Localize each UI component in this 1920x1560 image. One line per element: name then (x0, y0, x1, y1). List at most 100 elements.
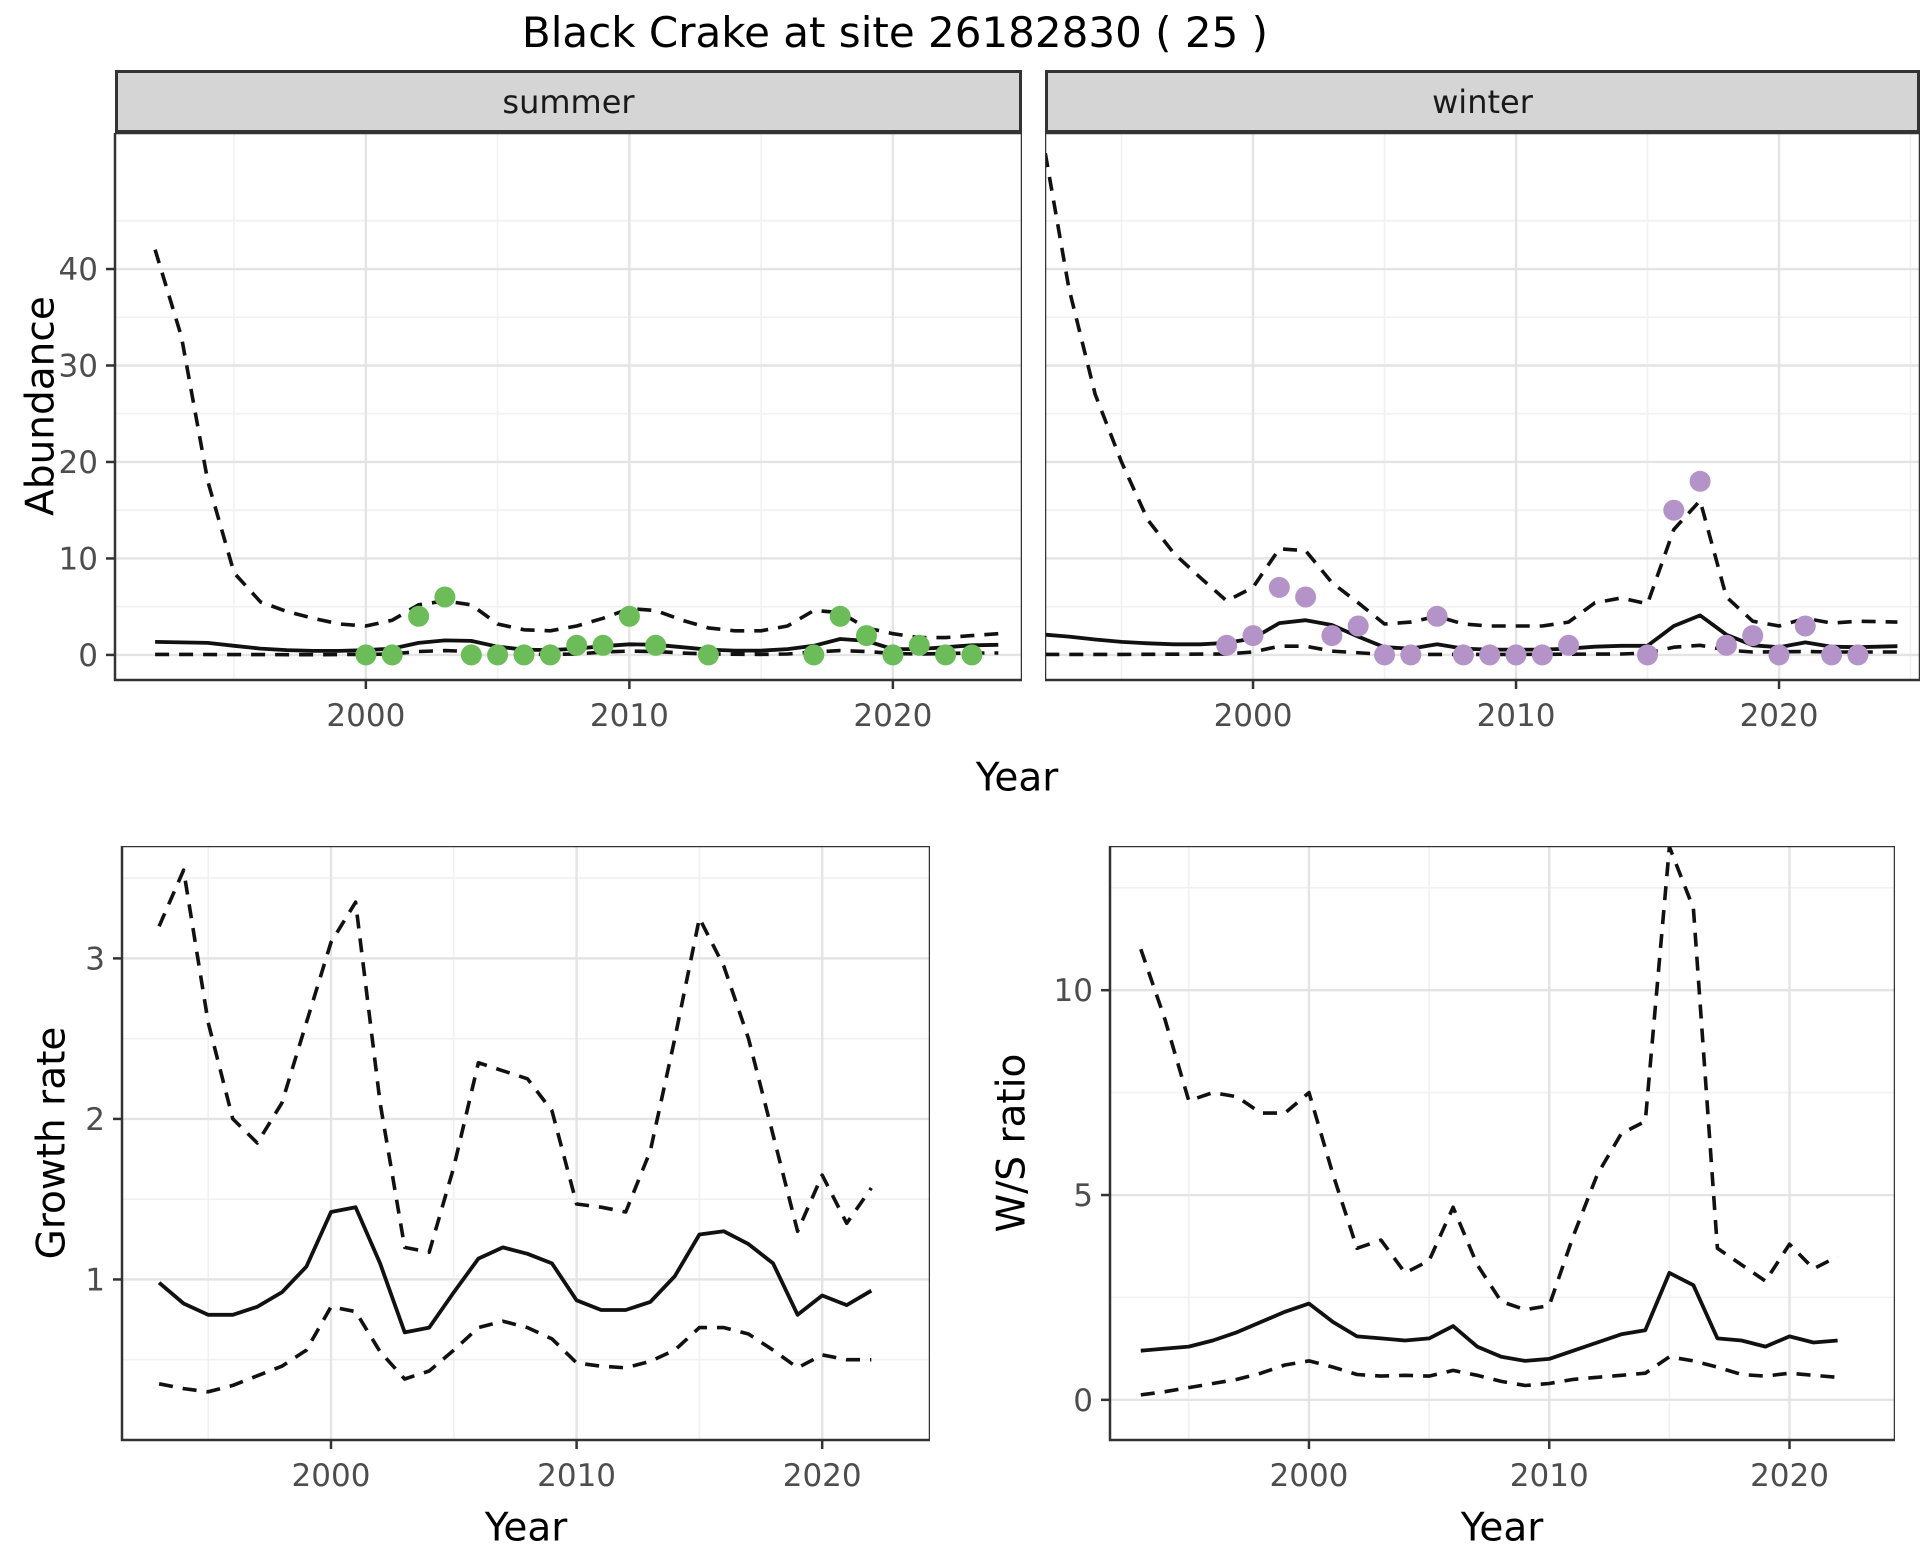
upper-ci-line (157, 868, 873, 1255)
mean-line (1140, 1270, 1838, 1363)
panel-background (1110, 846, 1895, 1440)
axis-tick-label: 30 (59, 348, 98, 384)
observation-point (487, 644, 509, 666)
lower-ci-line (158, 1304, 872, 1394)
axis-tick-label: 0 (78, 638, 98, 674)
axis-tick-label: 3 (85, 941, 105, 977)
growth-rate-plot: 2000 2010 2020 1 2 3 (85, 846, 930, 1494)
axis-tick-label: 2010 (1477, 698, 1556, 734)
upper-ci-line (1045, 152, 1898, 628)
axis-tick-label: 5 (1073, 1178, 1093, 1214)
axis-tick-label: 2000 (326, 698, 405, 734)
abundance-summer-plot: 2000 2010 2020 0 10 20 30 40 (59, 133, 1022, 734)
series-layer (1139, 846, 1839, 1397)
axis-tick-label: 2 (85, 1102, 105, 1138)
observation-point (882, 644, 904, 666)
observation-point (1847, 644, 1869, 666)
observation-point (1768, 644, 1790, 666)
observation-point (1426, 605, 1448, 627)
series-layer (157, 868, 873, 1394)
observation-point (566, 634, 588, 656)
observation-point (1321, 625, 1343, 647)
axis-tick-label: 2000 (1270, 1458, 1349, 1494)
axis-tick-label: 2020 (783, 1458, 862, 1494)
observation-point (539, 644, 561, 666)
observation-point (1374, 644, 1395, 666)
axis-tick-label: 0 (1073, 1383, 1093, 1419)
x-axis-title-year-top: Year (975, 755, 1059, 801)
axis-ticks: 2000 2010 2020 0 5 10 (1054, 973, 1829, 1494)
axis-tick-label: 2010 (1510, 1458, 1589, 1494)
observation-point (618, 605, 640, 627)
observation-point (1531, 644, 1553, 666)
observation-point (1479, 644, 1501, 666)
grid-minor (122, 846, 930, 1440)
series-layer (1045, 152, 1898, 666)
observation-point (408, 605, 430, 627)
series-layer (153, 249, 999, 666)
panel-border (120, 846, 930, 1442)
x-axis-title-year-growth: Year (484, 1505, 568, 1551)
observation-point (592, 634, 614, 656)
observation-point (1689, 470, 1711, 492)
axis-tick-label: 2010 (537, 1458, 616, 1494)
x-axis-title-year-ws: Year (1460, 1505, 1544, 1551)
panel-border (113, 133, 1022, 682)
axis-ticks: 2000 2010 2020 1 2 3 (85, 941, 861, 1494)
axis-tick-label: 10 (59, 541, 98, 577)
observation-point (645, 634, 667, 656)
axis-tick-label: 1 (85, 1262, 105, 1298)
observation-point (1505, 644, 1527, 666)
axis-tick-label: 2020 (1740, 698, 1819, 734)
panel-background (122, 846, 930, 1440)
observation-point (381, 644, 403, 666)
axis-ticks: 2000 2010 2020 (1214, 680, 1819, 734)
facet-strip-summer: summer (115, 70, 1022, 133)
panel-background (1045, 133, 1920, 680)
observation-point (1268, 576, 1290, 598)
observation-point (1558, 634, 1580, 656)
axis-tick-label: 20 (59, 445, 98, 481)
axis-tick-label: 2020 (853, 698, 932, 734)
observation-point (1452, 644, 1474, 666)
grid-minor (1045, 133, 1920, 680)
observation-point (1637, 644, 1658, 666)
page-title: Black Crake at site 26182830 ( 25 ) (521, 8, 1269, 57)
upper-ci-line (1139, 846, 1839, 1312)
observation-point (1742, 625, 1764, 647)
grid-major (122, 846, 930, 1440)
panel-border (1108, 846, 1895, 1442)
observation-point (697, 644, 719, 666)
observation-point (1216, 634, 1238, 656)
grid-major (1110, 846, 1895, 1440)
axis-tick-label: 2000 (1214, 698, 1293, 734)
axis-tick-label: 40 (59, 252, 98, 288)
mean-line (157, 1205, 873, 1335)
observation-point (460, 644, 482, 666)
grid-minor (115, 133, 1022, 680)
axis-tick-label: 2010 (590, 698, 669, 734)
observation-point (1400, 644, 1422, 666)
observation-point (829, 605, 851, 627)
panel-background (115, 133, 1022, 680)
facet-strip-winter-label: winter (1432, 82, 1533, 121)
lower-ci-line (1045, 643, 1898, 657)
abundance-winter-plot: 2000 2010 2020 (1045, 133, 1920, 734)
observation-point (1347, 615, 1369, 637)
upper-ci-line (153, 249, 999, 640)
observation-point (1794, 615, 1816, 637)
observation-point (513, 644, 535, 666)
observation-point (961, 644, 983, 666)
facet-strip-summer-label: summer (502, 82, 635, 121)
ws-ratio-plot: 2000 2010 2020 0 5 10 (1054, 846, 1895, 1494)
observation-point (856, 625, 877, 647)
observation-point (1821, 644, 1843, 666)
grid-minor (1110, 846, 1895, 1440)
y-axis-title-ws-ratio: W/S ratio (989, 1053, 1035, 1233)
panel-border (1045, 133, 1920, 682)
observation-point (1663, 499, 1685, 521)
axis-tick-label: 10 (1054, 973, 1093, 1009)
observation-point (434, 586, 456, 608)
axis-tick-label: 2020 (1750, 1458, 1829, 1494)
